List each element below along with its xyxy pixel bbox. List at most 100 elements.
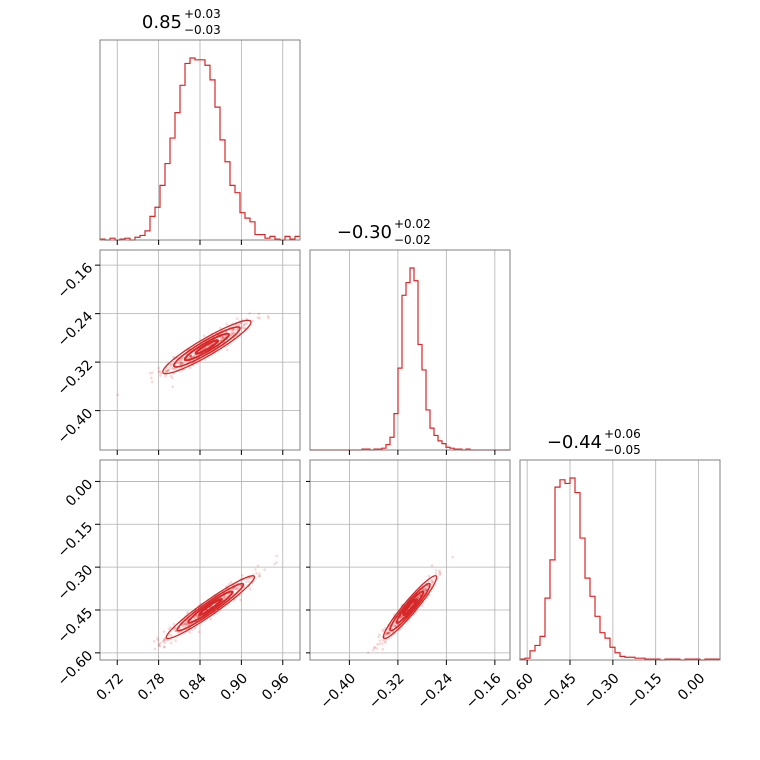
hist-title-minus: −0.05 xyxy=(604,443,641,457)
density-contour xyxy=(183,332,230,362)
density-contour xyxy=(389,582,431,632)
sample-point xyxy=(157,366,161,370)
x-tick-label: 0.90 xyxy=(218,670,251,703)
hist-title-median: −0.30 xyxy=(337,222,392,243)
hist-title-minus: −0.02 xyxy=(394,233,431,247)
sample-point xyxy=(256,316,260,319)
sample-point xyxy=(169,362,173,366)
sample-point xyxy=(377,635,380,639)
sample-point xyxy=(417,596,421,599)
y-tick-label: −0.24 xyxy=(55,309,97,351)
sample-point xyxy=(241,324,244,328)
sample-point xyxy=(157,644,161,647)
sample-point xyxy=(243,326,247,330)
scatter-panel-2 xyxy=(309,459,511,661)
sample-point xyxy=(424,588,427,591)
sample-point xyxy=(434,572,438,575)
sample-point xyxy=(169,364,173,367)
sample-point xyxy=(231,332,234,335)
sample-point xyxy=(376,647,379,650)
sample-point xyxy=(256,564,260,568)
sample-point xyxy=(233,327,236,331)
sample-point xyxy=(434,568,438,572)
sample-point xyxy=(386,632,390,636)
sample-point xyxy=(163,638,166,641)
sample-point xyxy=(427,580,430,583)
sample-point xyxy=(171,366,175,370)
sample-point xyxy=(385,632,388,636)
sample-point xyxy=(166,369,169,373)
sample-point xyxy=(148,371,152,375)
sample-point xyxy=(394,624,397,628)
sample-point xyxy=(151,371,154,374)
sample-point xyxy=(169,633,173,637)
sample-point xyxy=(163,645,166,649)
sample-point xyxy=(421,588,425,592)
scatter-panel-1 xyxy=(99,459,301,661)
sample-point xyxy=(235,587,238,591)
x-tick-label: 0.84 xyxy=(176,670,209,703)
sample-point xyxy=(399,616,403,620)
sample-point xyxy=(172,622,176,626)
sample-point xyxy=(164,374,167,378)
sample-point xyxy=(180,361,184,365)
sample-point xyxy=(424,588,428,592)
sample-point xyxy=(424,589,427,592)
sample-point xyxy=(231,328,235,332)
x-tick-label: −0.60 xyxy=(495,670,537,712)
sample-point xyxy=(430,580,433,583)
sample-point xyxy=(202,334,206,338)
sample-point xyxy=(219,338,223,341)
sample-point xyxy=(150,376,153,380)
sample-point xyxy=(171,376,174,380)
sample-point xyxy=(190,628,194,632)
x-tick-label: −0.40 xyxy=(317,670,359,712)
sample-point xyxy=(167,627,171,631)
sample-point xyxy=(173,367,176,371)
sample-point xyxy=(185,619,188,623)
sample-point xyxy=(275,561,278,564)
sample-point xyxy=(225,348,229,351)
sample-point xyxy=(231,332,234,335)
sample-point xyxy=(178,362,182,366)
sample-point xyxy=(205,345,208,349)
sample-point xyxy=(381,628,385,632)
sample-point xyxy=(174,639,177,642)
sample-point xyxy=(236,586,239,590)
hist-title-plus: +0.02 xyxy=(394,217,431,231)
sample-point xyxy=(183,622,187,626)
density-contour xyxy=(395,590,425,624)
sample-point xyxy=(116,393,120,397)
sample-point xyxy=(229,580,233,584)
sample-point xyxy=(189,355,193,358)
sample-point xyxy=(189,355,193,359)
sample-point xyxy=(267,316,270,320)
sample-point xyxy=(423,586,427,590)
sample-point xyxy=(386,631,390,635)
sample-point xyxy=(371,648,375,652)
sample-point xyxy=(258,574,262,578)
sample-point xyxy=(416,596,419,599)
sample-point xyxy=(189,354,193,358)
panel-frame xyxy=(309,459,511,661)
sample-point xyxy=(167,368,170,372)
x-tick-label: −0.24 xyxy=(414,670,456,712)
sample-point xyxy=(229,334,233,337)
density-contour xyxy=(176,582,245,632)
hist-title-minus: −0.03 xyxy=(184,23,221,37)
sample-point xyxy=(400,615,403,619)
sample-point xyxy=(245,317,248,321)
density-contour xyxy=(198,598,223,617)
sample-point xyxy=(182,356,185,359)
sample-point xyxy=(161,640,165,643)
sample-point xyxy=(251,319,255,323)
sample-point xyxy=(187,623,190,626)
sample-point xyxy=(168,626,172,629)
sample-point xyxy=(373,646,377,649)
sample-point xyxy=(157,643,161,646)
hist-title-plus: +0.03 xyxy=(184,7,221,21)
sample-point xyxy=(163,638,166,641)
sample-point xyxy=(439,572,442,575)
sample-point xyxy=(241,574,244,577)
sample-point xyxy=(167,368,170,372)
